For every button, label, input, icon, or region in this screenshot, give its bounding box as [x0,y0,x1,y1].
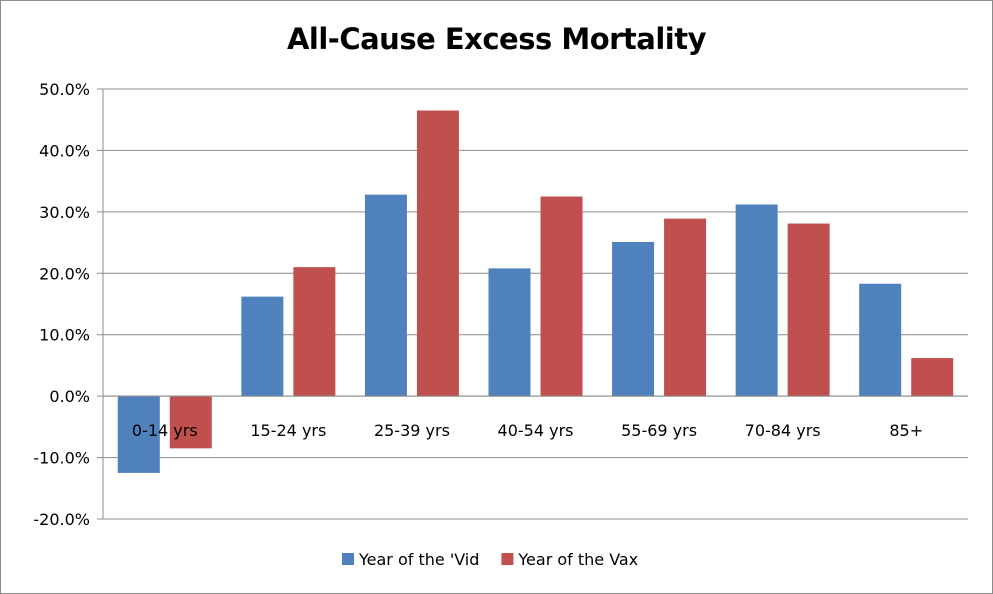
y-tick-label: 40.0% [39,141,90,160]
bar [735,204,778,397]
y-tick-label: -10.0% [33,449,90,468]
bar [612,241,655,397]
x-tick-label: 25-39 yrs [374,421,450,440]
chart-title: All-Cause Excess Mortality [286,22,707,56]
legend-label: Year of the 'Vid [358,550,479,569]
bar [859,283,902,397]
x-tick-label: 85+ [889,421,923,440]
bar [664,218,707,397]
bar [488,268,531,397]
legend-swatch [342,553,354,565]
y-tick-label: 0.0% [49,387,90,406]
bar [169,396,212,449]
bar [416,110,459,397]
bar [293,267,336,397]
bar [364,194,407,397]
legend-label: Year of the Vax [517,550,638,569]
bar [540,196,583,397]
y-tick-label: -20.0% [33,510,90,529]
y-tick-label: 10.0% [39,326,90,345]
legend-swatch [501,553,514,565]
x-tick-label: 40-54 yrs [498,421,574,440]
bar [241,296,284,397]
bar [911,358,954,397]
y-tick-label: 50.0% [39,80,90,99]
x-tick-label: 70-84 yrs [745,421,821,440]
y-tick-label: 20.0% [39,264,90,283]
bar [117,396,160,473]
x-tick-label: 0-14 yrs [132,421,198,440]
bar [787,223,830,397]
x-tick-label: 55-69 yrs [621,421,697,440]
y-tick-label: 30.0% [39,203,90,222]
x-tick-label: 15-24 yrs [250,421,326,440]
